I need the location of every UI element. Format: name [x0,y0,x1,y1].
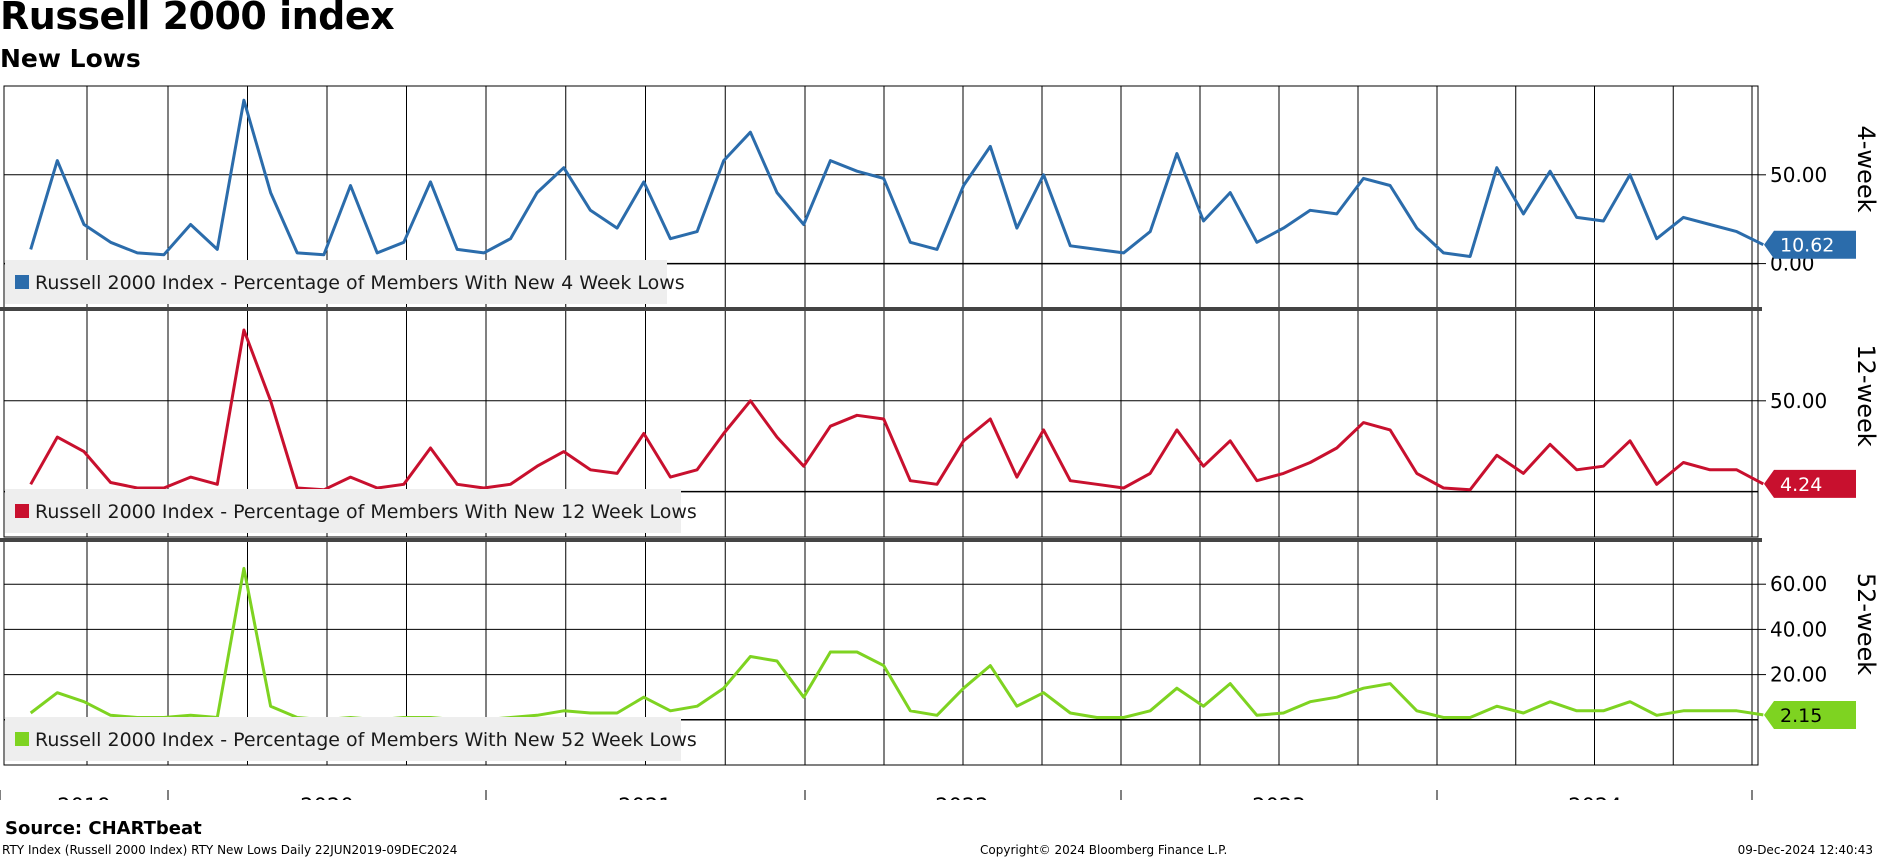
last-value-label: 10.62 [1780,235,1834,257]
chart-title: Russell 2000 index [0,0,395,38]
panel-label: 52-week [1852,573,1877,675]
last-value-badge [1764,700,1856,729]
x-axis: 2019 2020 2021 2022 2023 2024 [0,790,1753,800]
last-value-label: 2.15 [1780,705,1822,727]
year-label: 2024 [1568,794,1621,800]
y-tick-label: 40.00 [1770,617,1827,641]
series-line [29,566,1764,722]
last-value-badge [1764,469,1856,498]
y-tick-label: 20.00 [1770,663,1827,687]
legend-label: Russell 2000 Index - Percentage of Membe… [35,501,697,523]
series-line [29,328,1765,492]
legend-box [5,489,681,533]
footer-ticker-info: RTY Index (Russell 2000 Index) RTY New L… [2,843,458,857]
legend-box [5,260,667,304]
y-tick-label: 60.00 [1770,572,1827,596]
footer-timestamp: 09-Dec-2024 12:40:43 [1737,843,1873,857]
footer-copyright: Copyright© 2024 Bloomberg Finance L.P. [980,843,1228,857]
panel-label: 12-week [1852,344,1877,446]
year-label: 2020 [300,794,353,800]
legend-label: Russell 2000 Index - Percentage of Membe… [35,272,685,294]
last-value-label: 4.24 [1780,474,1822,496]
legend-swatch [15,504,29,518]
legend-swatch [15,732,29,746]
source-note: Source: CHARTbeat [5,818,202,839]
panel-label: 4-week [1852,126,1877,213]
year-label: 2019 [57,794,110,800]
year-label: 2021 [618,794,671,800]
panel-52-week: 60.00 40.00 20.00 Russell 2000 Index - Perc… [3,538,1877,766]
year-label: 2023 [1252,794,1305,800]
series-line [29,98,1764,258]
panel-separator [0,307,1762,311]
y-tick-label: 50.00 [1770,163,1827,187]
year-label: 2022 [935,794,988,800]
chart-subtitle: New Lows [0,44,141,73]
last-value-badge [1764,230,1856,259]
panel-separator [0,538,1762,542]
y-tick-label: 50.00 [1770,389,1827,413]
legend-box [5,717,681,761]
legend-label: Russell 2000 Index - Percentage of Membe… [35,729,697,751]
legend-swatch [15,275,29,289]
panel-12-week: 50.00 Russell 2000 Index - Percentage of … [3,309,1877,538]
